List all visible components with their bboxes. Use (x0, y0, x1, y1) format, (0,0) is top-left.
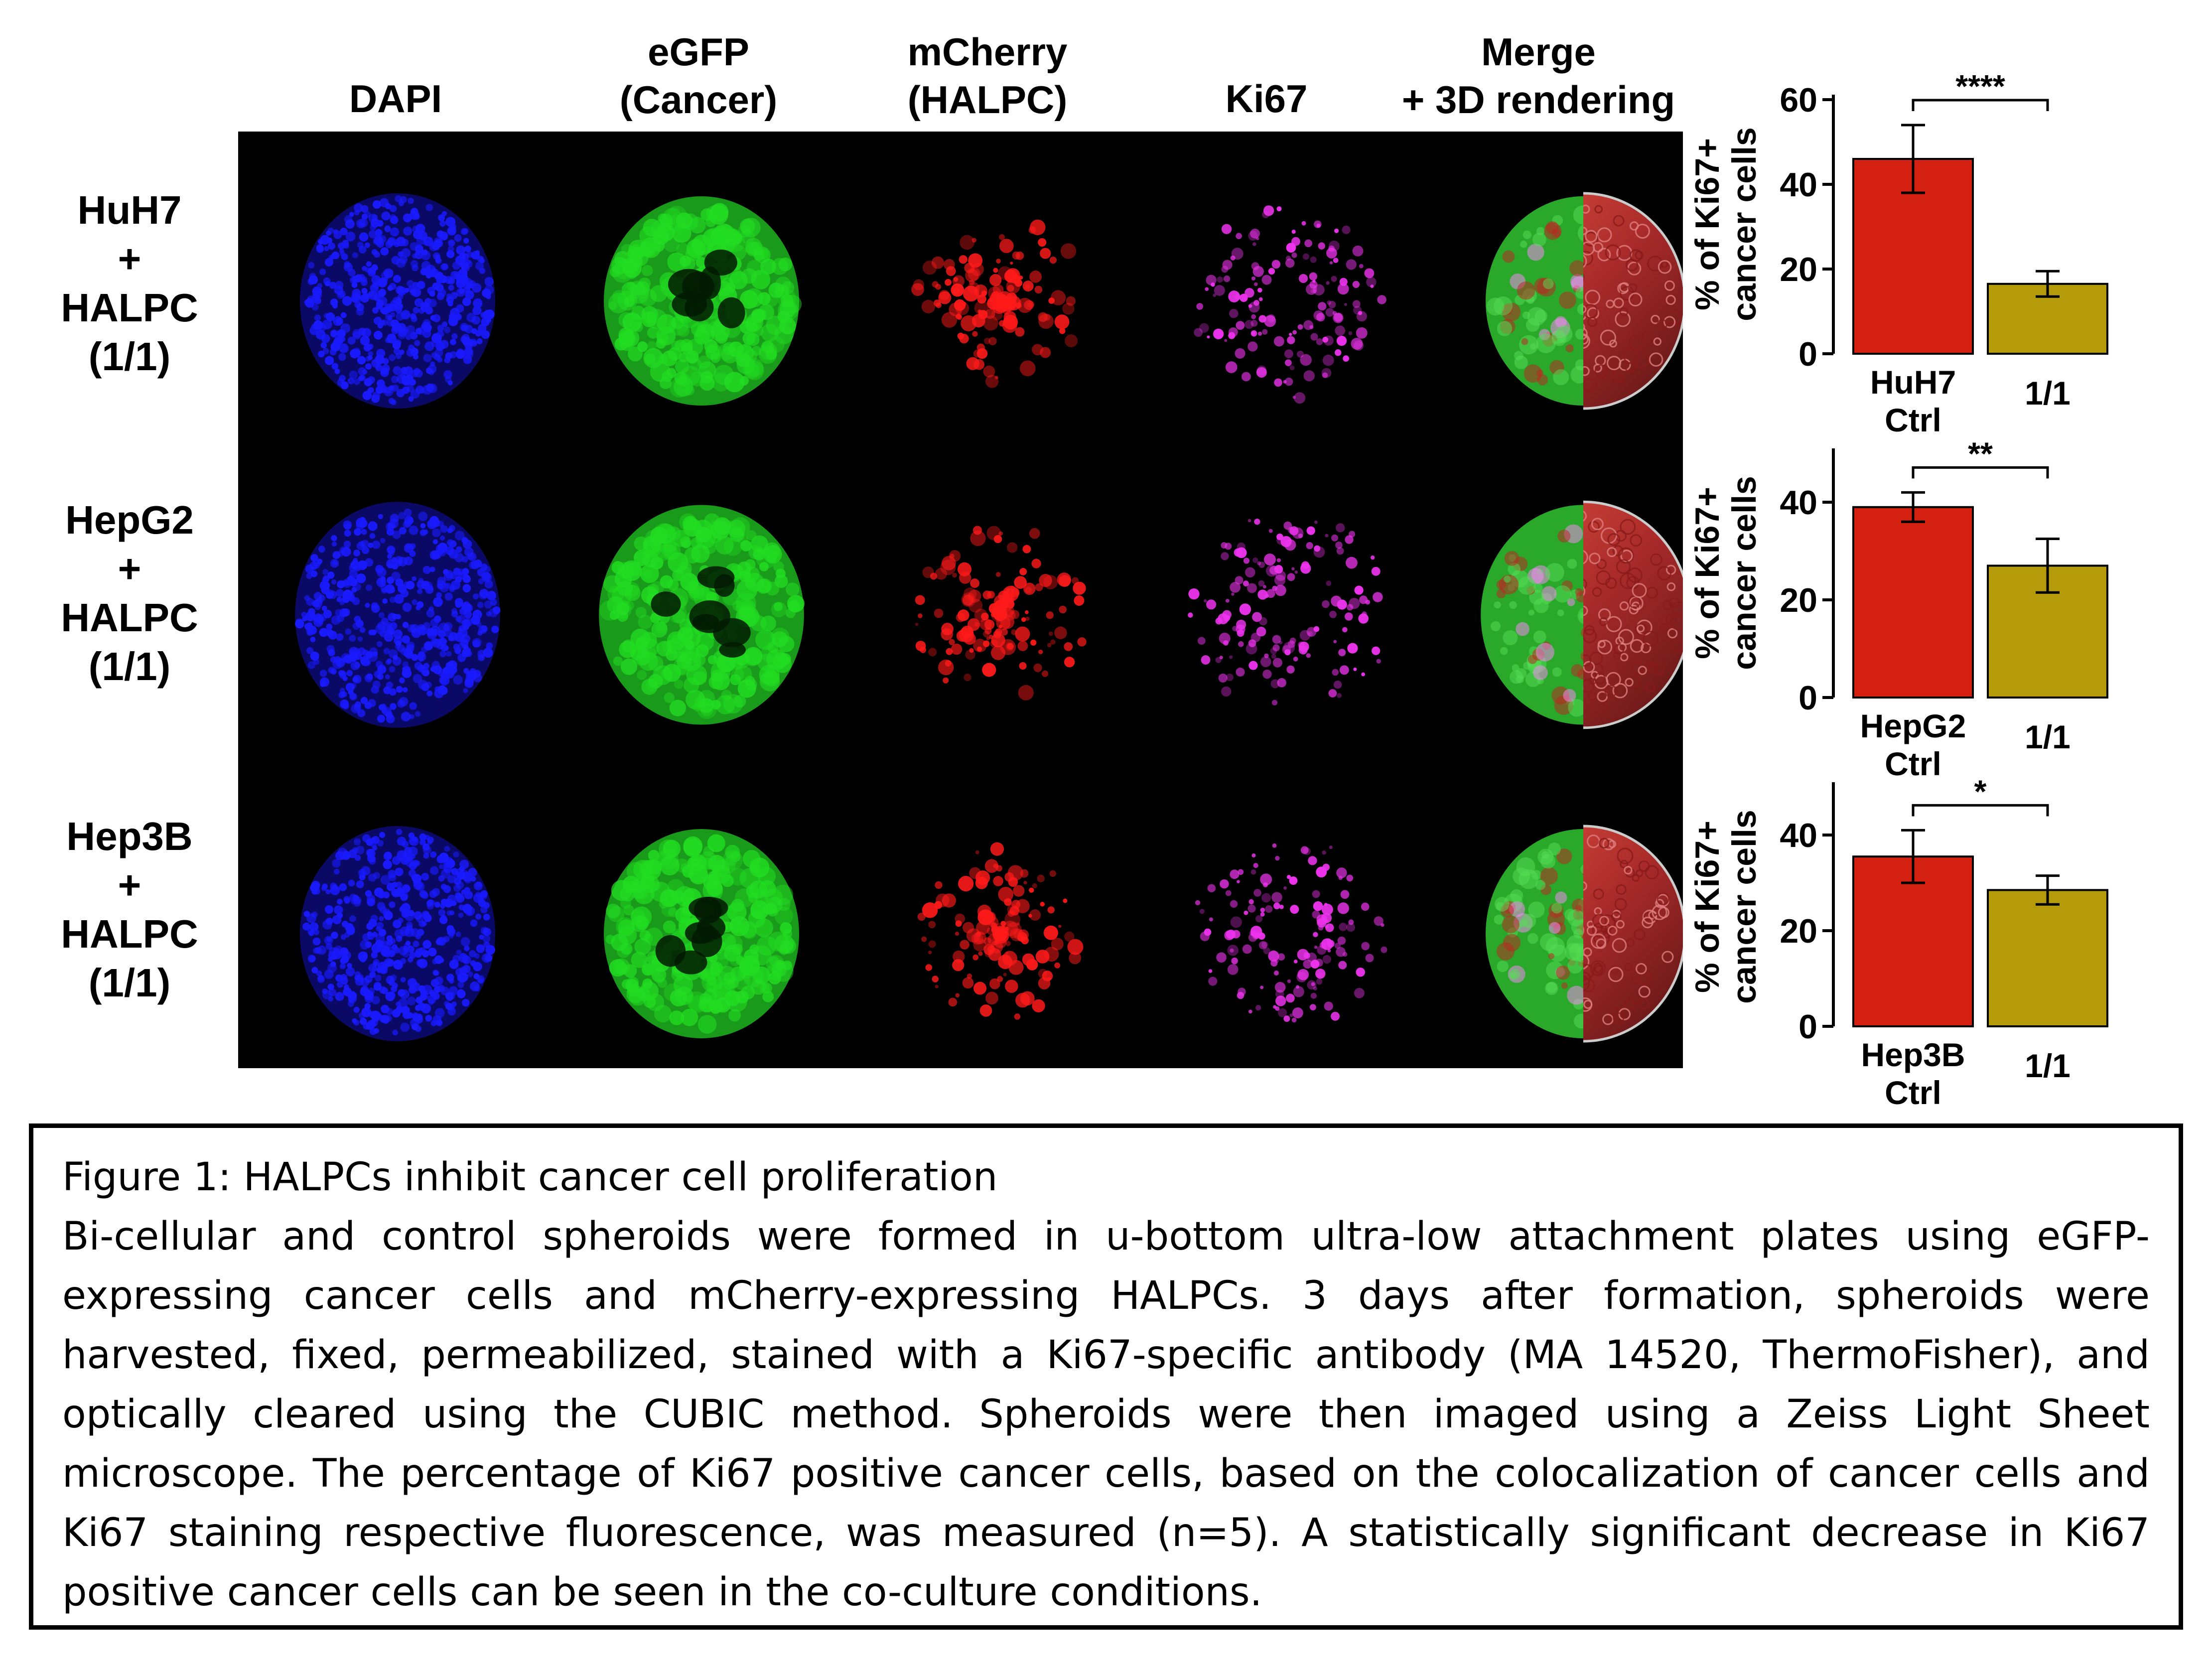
ki67-signal (1195, 843, 1387, 1023)
egfp-spheroid (599, 505, 805, 725)
bar (1852, 506, 1974, 699)
significance-bracket (1912, 99, 2049, 111)
caption-title: Figure 1: HALPCs inhibit cancer cell pro… (62, 1155, 998, 1200)
y-axis-label: % of Ki67+cancer cells (1688, 476, 1763, 670)
egfp-spheroid (604, 829, 799, 1038)
mcherry-signal (917, 842, 1084, 1020)
column-header-dapi: DAPI (349, 77, 442, 121)
dapi-spheroid (300, 193, 495, 409)
significance-bracket (1912, 466, 2049, 479)
y-tick-label: 0 (1798, 1008, 1817, 1046)
microscopy-image (295, 192, 1683, 1043)
column-header-mcherry: mCherry (HALPC) (907, 30, 1068, 122)
egfp-spheroid (604, 196, 802, 406)
significance-stars: ** (1968, 435, 1993, 471)
y-axis-label: % of Ki67+cancer cells (1688, 810, 1763, 1003)
merge-3d-spheroid (1486, 825, 1683, 1043)
bar (1852, 855, 1974, 1027)
dapi-spheroid (300, 826, 495, 1041)
caption-body: Bi-cellular and control spheroids were f… (62, 1214, 2150, 1615)
ki67-signal (1194, 205, 1386, 404)
row-label-huh7: HuH7 + HALPC (1/1) (61, 188, 198, 379)
column-header-merge: Merge + 3D rendering (1401, 30, 1675, 122)
ki67-signal (1188, 518, 1383, 705)
category-label: 1/1 (2025, 1047, 2071, 1084)
y-tick-label: 0 (1798, 679, 1817, 717)
category-label: 1/1 (2025, 718, 2071, 755)
significance-bracket (1912, 804, 2049, 817)
row-label-hepg2: HepG2 + HALPC (1/1) (61, 498, 198, 689)
merge-3d-spheroid (1481, 500, 1683, 729)
bar-chart-hepg2: % of Ki67+cancer cells 0 20 40 HepG2 Ctrl 1/1 *… (1688, 428, 2212, 782)
y-tick-label: 40 (1780, 166, 1817, 204)
y-tick-label: 0 (1798, 335, 1817, 373)
bar (1987, 889, 2108, 1027)
y-tick-label: 20 (1780, 912, 1817, 950)
category-label: HuH7 Ctrl (1870, 364, 1956, 438)
y-tick-label: 40 (1780, 817, 1817, 854)
y-tick-label: 60 (1780, 81, 1817, 119)
bar-chart-huh7: % of Ki67+cancer cells 0 20 40 60 HuH7 Ctrl 1/1… (1688, 68, 2212, 438)
row-label-hep3b: Hep3B + HALPC (1/1) (61, 814, 198, 1005)
significance-stars: **** (1955, 68, 2005, 104)
figure-caption: Figure 1: HALPCs inhibit cancer cell pro… (29, 1123, 2183, 1630)
mcherry-signal (911, 219, 1078, 388)
column-header-ki67: Ki67 (1225, 77, 1308, 121)
y-tick-label: 20 (1780, 581, 1817, 619)
category-label: 1/1 (2025, 375, 2071, 412)
category-label: HepG2 Ctrl (1860, 707, 1966, 782)
y-tick-label: 40 (1780, 484, 1817, 522)
bar-chart-hep3b: % of Ki67+cancer cells 0 20 40 Hep3B Ctrl 1/1 * (1688, 752, 2212, 1111)
dapi-spheroid (295, 502, 501, 728)
y-tick-label: 20 (1780, 251, 1817, 288)
merge-3d-spheroid (1486, 192, 1683, 410)
significance-stars: * (1974, 773, 1987, 809)
y-axis-label: % of Ki67+cancer cells (1688, 127, 1763, 321)
category-label: Hep3B Ctrl (1861, 1036, 1965, 1111)
column-header-egfp: eGFP (Cancer) (619, 30, 778, 122)
mcherry-signal (915, 526, 1087, 700)
microscopy-panel (238, 132, 1683, 1068)
